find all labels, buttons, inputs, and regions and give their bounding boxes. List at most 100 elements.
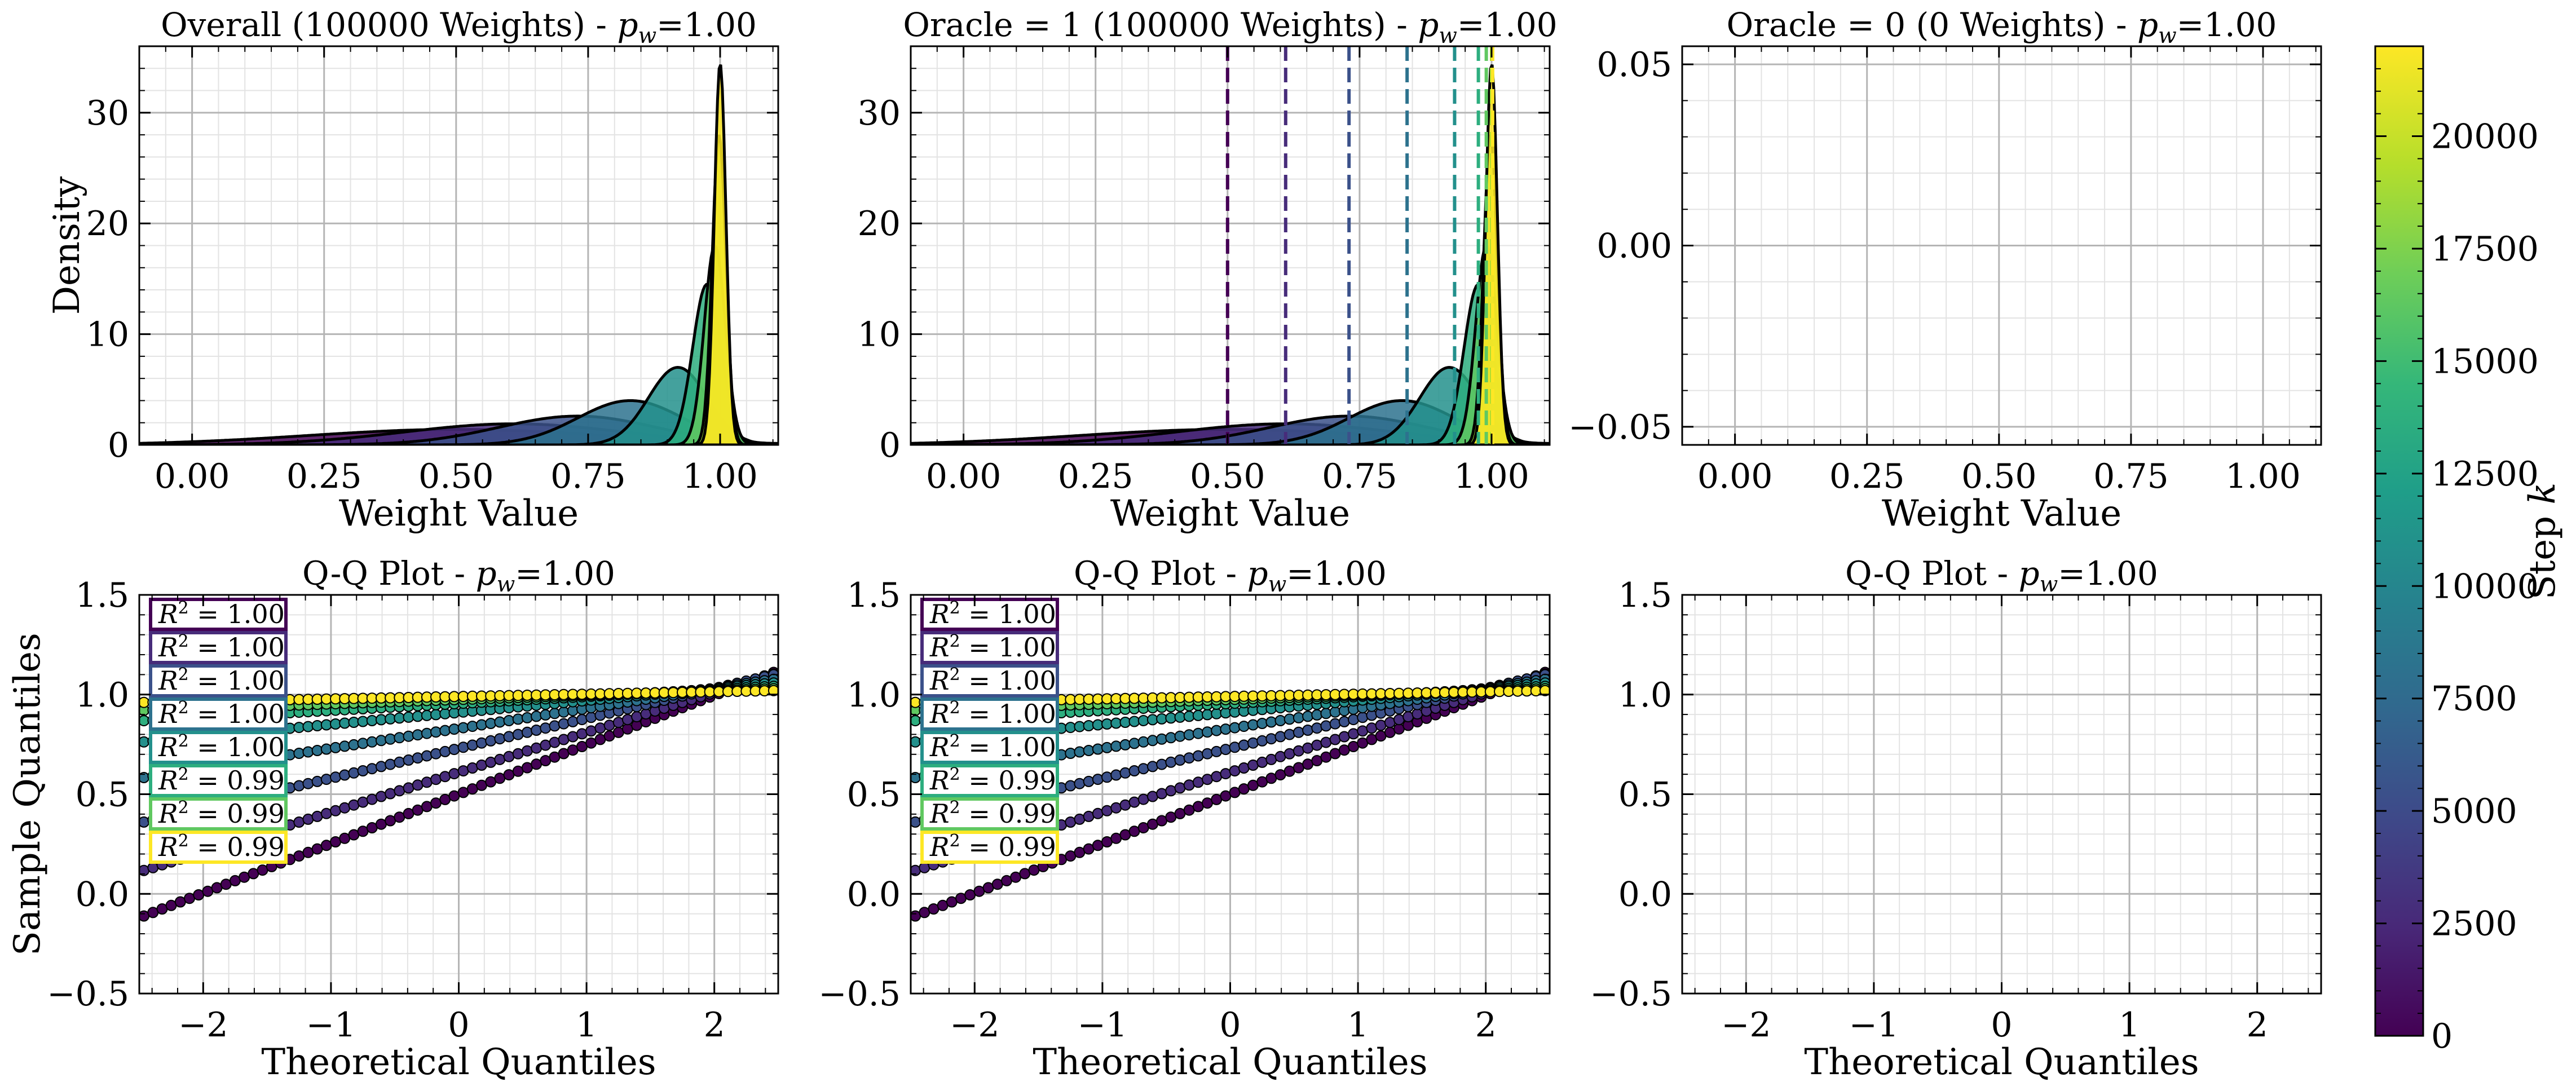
qq-point <box>1192 709 1204 721</box>
x-axis-label: Weight Value <box>1110 493 1350 535</box>
qq-point <box>503 731 515 743</box>
qq-point <box>1192 750 1204 762</box>
qq-point <box>1156 758 1168 770</box>
x-tick-label: 0.25 <box>1058 457 1133 496</box>
qq-point <box>911 816 921 828</box>
colorbar-tick-label: 12500 <box>2431 454 2539 494</box>
qq-point <box>139 736 150 748</box>
qq-point <box>394 756 405 768</box>
qq-point <box>457 741 469 753</box>
qq-point <box>293 780 305 792</box>
qq-point <box>1211 725 1223 736</box>
qq-point <box>1092 743 1104 755</box>
qq-point <box>330 741 341 753</box>
y-tick-label: 1.0 <box>1618 676 1672 715</box>
qq-point <box>339 717 351 729</box>
r2-label-step-8250: R2 = 1.00 <box>149 697 288 731</box>
qq-point <box>412 710 424 722</box>
r2-box <box>920 631 1059 664</box>
qq-point <box>1101 741 1113 753</box>
r2-text: R2 = 1.00 <box>158 632 285 663</box>
qq-point <box>1265 733 1277 745</box>
ticks: 0.00 0.25 0.50 0.75 1.00 0 10 20 30 <box>858 46 1550 496</box>
r2-box <box>149 664 288 697</box>
qq-point <box>1119 767 1131 779</box>
x-tick-label: −2 <box>950 1005 999 1045</box>
panel-p6: −2 −1 0 1 2 −0.5 0.0 0.5 1.0 1.5 Q-Q Plot - pw=1.0… <box>1590 554 2322 1083</box>
y-tick-label: 1.5 <box>76 576 129 615</box>
r2-text: R2 = 1.00 <box>158 731 285 763</box>
x-tick-label: 2 <box>1475 1005 1497 1045</box>
ticks: −2 −1 0 1 2 −0.5 0.0 0.5 1.0 1.5 <box>47 576 778 1045</box>
r2-text: R2 = 1.00 <box>158 598 285 630</box>
x-tick-label: −1 <box>306 1005 356 1045</box>
r2-box <box>920 598 1059 631</box>
y-tick-label: 10 <box>858 315 901 355</box>
colorbar-tick-label: 5000 <box>2431 792 2517 831</box>
r2-box <box>149 598 288 631</box>
colorbar-label: Step k <box>2522 483 2564 600</box>
y-tick-label: 30 <box>858 94 901 133</box>
qq-point <box>1302 710 1314 722</box>
r2-box <box>149 631 288 664</box>
qq-point <box>412 752 424 764</box>
r2-label-step-0: R2 = 1.00 <box>149 598 288 631</box>
qq-point <box>576 714 588 726</box>
qq-point <box>357 716 369 727</box>
r2-label-step-11000: R2 = 1.00 <box>920 731 1059 764</box>
qq-point <box>1211 745 1223 757</box>
qq-point <box>366 736 378 748</box>
qq-point <box>1174 730 1186 742</box>
qq-point <box>448 744 460 756</box>
r2-label-step-5500: R2 = 1.00 <box>920 664 1059 697</box>
x-tick-label: 1.00 <box>682 457 758 496</box>
qq-point <box>494 716 506 728</box>
qq-point <box>1338 716 1350 727</box>
r2-label-step-13750: R2 = 0.99 <box>920 764 1059 797</box>
qq-point <box>1229 741 1241 753</box>
x-tick-label: 0.00 <box>926 457 1002 496</box>
y-tick-label: 0.5 <box>847 775 901 815</box>
qq-point <box>485 735 497 747</box>
r2-label-step-8250: R2 = 1.00 <box>920 697 1059 731</box>
colorbar-tick-label: 0 <box>2431 1017 2453 1056</box>
qq-point <box>503 715 515 726</box>
qq-point <box>311 745 323 756</box>
qq-point <box>1146 761 1158 772</box>
x-axis-label: Theoretical Quantiles <box>1033 1041 1427 1083</box>
qq-point <box>1065 780 1077 792</box>
qq-point <box>375 714 387 726</box>
qq-point <box>1539 685 1550 696</box>
r2-box <box>920 731 1059 764</box>
qq-point <box>1128 716 1140 727</box>
qq-point <box>1183 729 1195 741</box>
x-tick-label: 2 <box>704 1005 725 1045</box>
qq-point <box>375 761 387 772</box>
y-tick-label: 0 <box>879 426 901 465</box>
grid <box>1682 594 2321 995</box>
x-tick-label: −2 <box>1721 1005 1771 1045</box>
qq-point <box>1202 748 1213 760</box>
y-tick-label: 1.0 <box>847 676 901 715</box>
x-tick-label: 0.75 <box>550 457 626 496</box>
panel-title: Oracle = 1 (100000 Weights) - pw=1.00 <box>903 6 1557 48</box>
r2-text: R2 = 0.99 <box>929 798 1056 829</box>
qq-point <box>1156 733 1168 745</box>
density-curve-step-22000 <box>139 64 778 445</box>
r2-text: R2 = 1.00 <box>929 665 1056 696</box>
qq-point <box>320 743 332 755</box>
ticks: −2 −1 0 1 2 −0.5 0.0 0.5 1.0 1.5 <box>818 576 1550 1045</box>
qq-point <box>1320 720 1332 732</box>
qq-point <box>558 706 570 718</box>
qq-point <box>531 710 542 722</box>
r2-text: R2 = 0.99 <box>158 765 285 796</box>
qq-point <box>412 729 424 741</box>
qq-point <box>394 732 405 744</box>
qq-point <box>1192 727 1204 739</box>
qq-point <box>494 733 506 745</box>
qq-point <box>911 736 921 748</box>
qq-point <box>1311 709 1323 721</box>
